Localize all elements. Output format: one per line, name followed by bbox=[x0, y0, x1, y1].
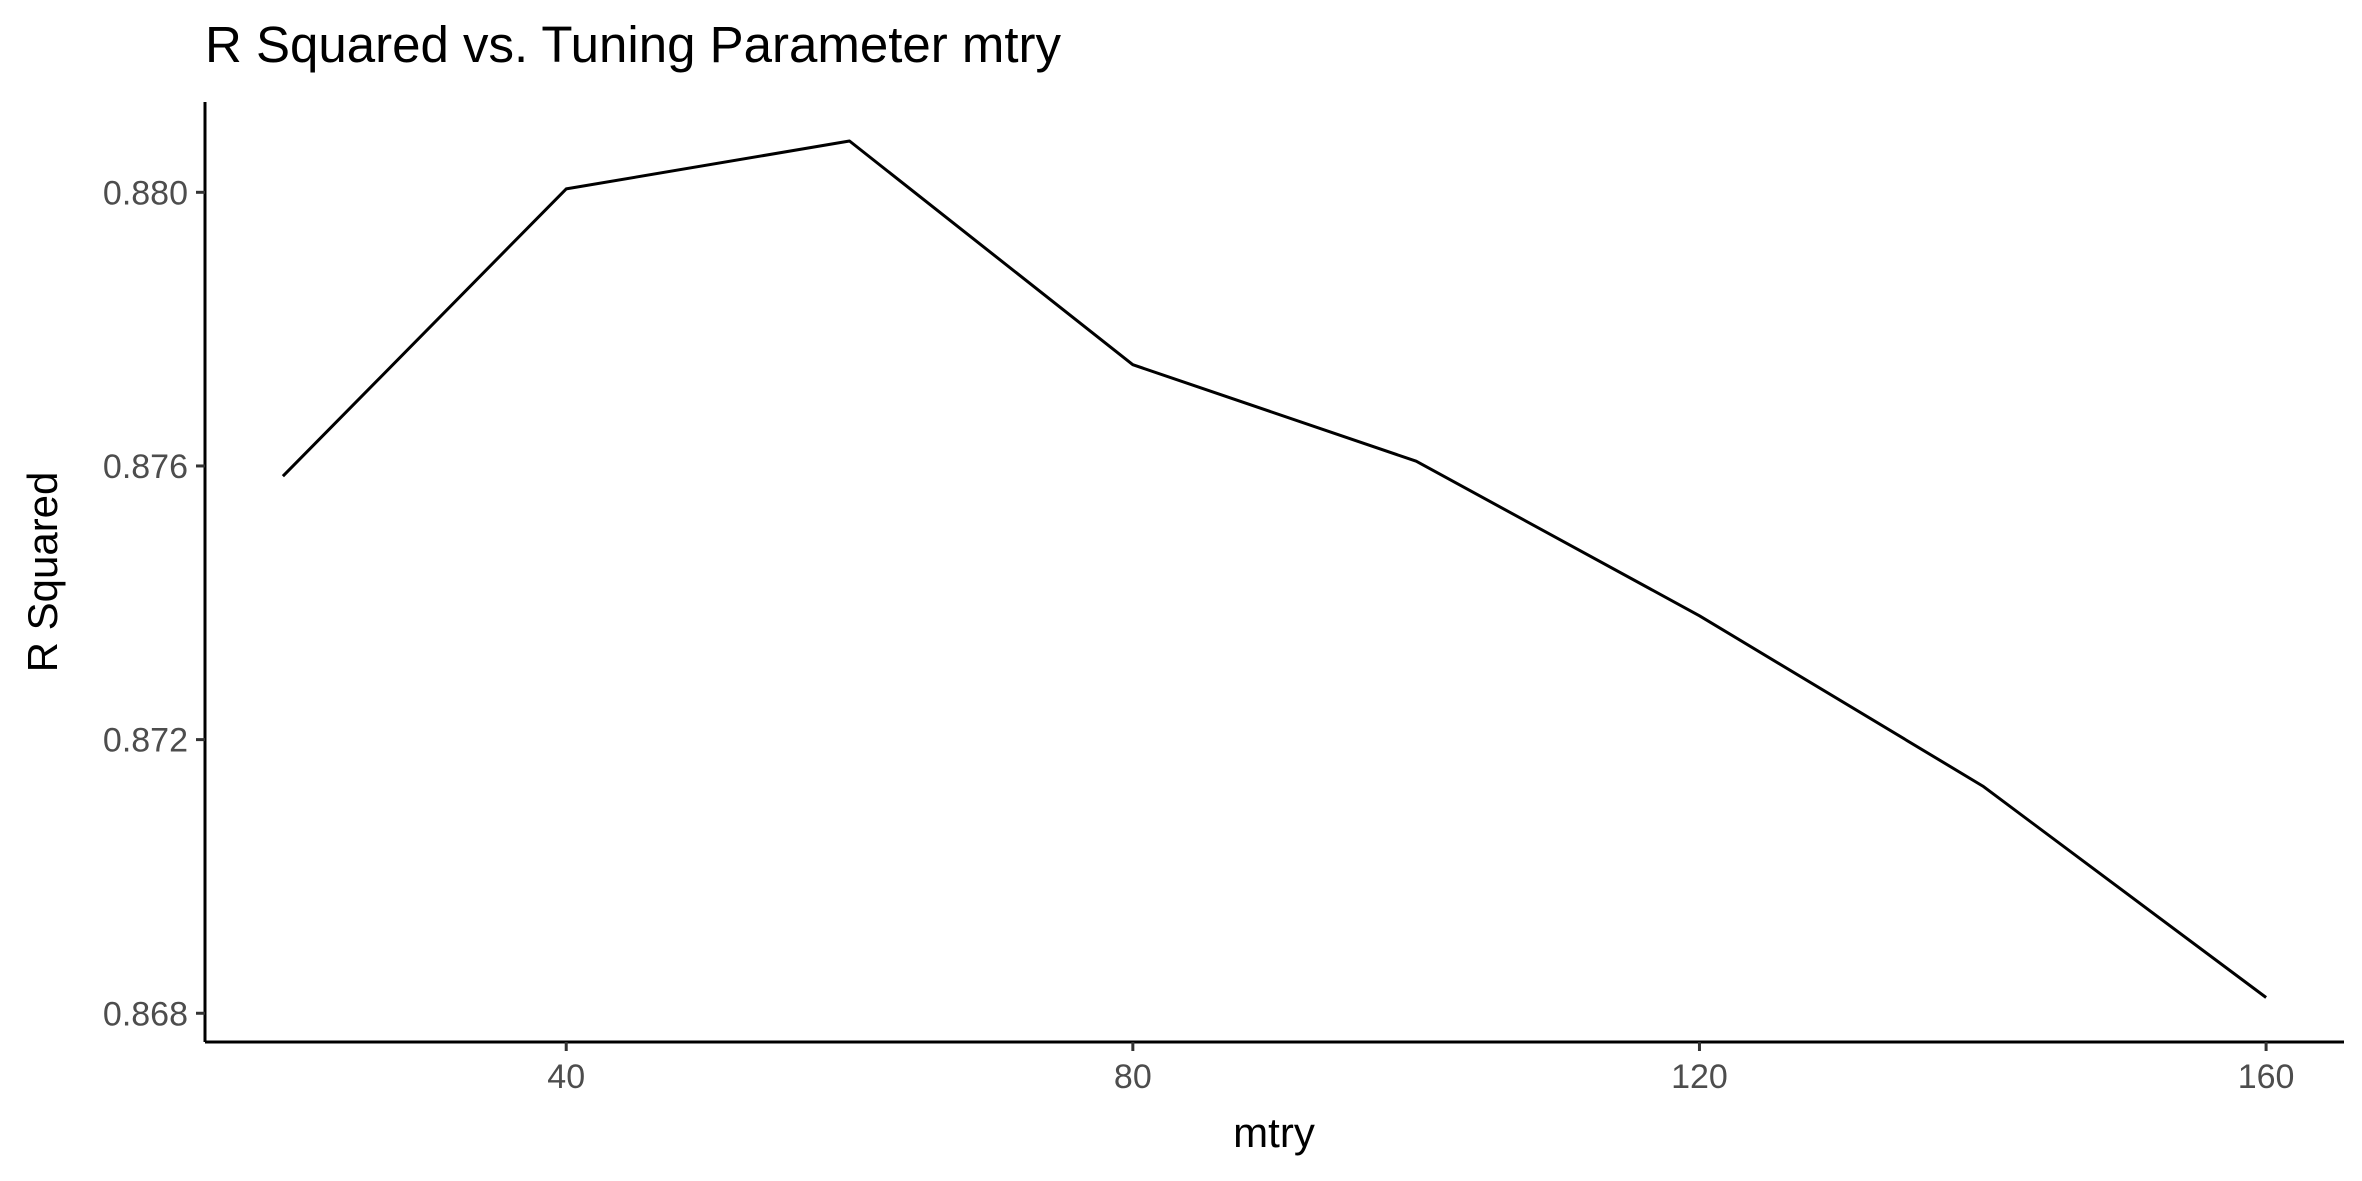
y-axis-title: R Squared bbox=[19, 472, 66, 673]
x-tick-label: 160 bbox=[2238, 1058, 2295, 1096]
x-axis-ticks: 40 80 120 160 bbox=[547, 1042, 2294, 1096]
x-tick-label: 40 bbox=[547, 1058, 585, 1096]
chart-title: R Squared vs. Tuning Parameter mtry bbox=[205, 16, 1062, 73]
plot-area: 0.868 0.872 0.876 0.880 40 80 120 160 bbox=[103, 102, 2344, 1096]
y-axis-ticks: 0.868 0.872 0.876 0.880 bbox=[103, 174, 205, 1033]
y-tick-label: 0.876 bbox=[103, 448, 188, 486]
y-tick-label: 0.872 bbox=[103, 722, 188, 760]
series-layer bbox=[281, 139, 2267, 999]
x-tick-label: 120 bbox=[1671, 1058, 1728, 1096]
x-axis-title: mtry bbox=[1233, 1109, 1315, 1156]
x-tick-label: 80 bbox=[1114, 1058, 1152, 1096]
series-line bbox=[281, 139, 2267, 999]
y-tick-label: 0.868 bbox=[103, 995, 188, 1033]
y-tick-label: 0.880 bbox=[103, 174, 188, 212]
